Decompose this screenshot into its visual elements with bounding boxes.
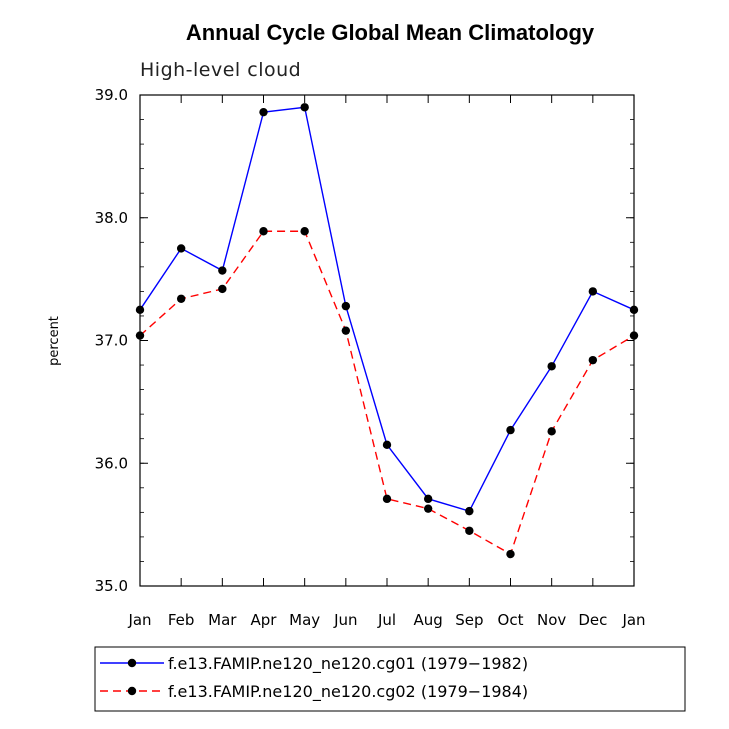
x-tick-label: Sep	[455, 611, 483, 629]
plot-frame	[139, 94, 635, 587]
y-tick-label: 37.0	[95, 332, 128, 350]
data-point	[135, 331, 145, 340]
data-point	[423, 504, 433, 513]
legend-box	[94, 646, 686, 712]
x-tick-label: Apr	[251, 611, 278, 629]
series-lines	[139, 106, 635, 556]
data-point	[176, 244, 186, 253]
data-point	[506, 549, 515, 559]
axis-ticks: 35.0 36.0 37.0 38.0 39.0 Jan Feb Mar Apr May Jun Ju…	[95, 86, 646, 629]
data-point	[547, 362, 556, 371]
data-point	[506, 425, 515, 435]
y-axis-label: percent	[47, 316, 62, 366]
data-point	[588, 355, 598, 365]
x-tick-label: Mar	[208, 611, 237, 629]
series-line	[139, 106, 635, 512]
data-point	[300, 103, 309, 112]
chart-title: Annual Cycle Global Mean Climatology	[186, 20, 595, 45]
x-tick-label: Jan	[127, 611, 151, 629]
legend-marker	[127, 686, 137, 696]
legend-marker	[127, 658, 137, 668]
x-tick-label: Dec	[578, 611, 607, 629]
data-point	[259, 107, 268, 117]
data-point	[629, 305, 639, 315]
chart-subtitle: High-level cloud	[140, 59, 301, 81]
y-tick-label: 35.0	[95, 577, 128, 595]
data-point	[423, 494, 433, 504]
series-points	[135, 103, 639, 559]
series-line	[139, 230, 635, 556]
x-tick-label: Jul	[377, 611, 396, 629]
y-tick-label: 36.0	[95, 454, 128, 472]
x-tick-label: Jan	[621, 611, 645, 629]
data-point	[588, 287, 598, 296]
legend: f.e13.FAMIP.ne120_ne120.cg01 (1979−1982)…	[100, 654, 528, 702]
x-tick-label: Feb	[168, 611, 195, 629]
y-tick-label: 38.0	[95, 209, 128, 227]
data-point	[382, 494, 392, 504]
x-tick-label: Nov	[537, 611, 566, 629]
data-point	[259, 227, 268, 236]
data-point	[300, 227, 309, 236]
data-point	[218, 266, 227, 275]
data-point	[547, 427, 556, 436]
data-point	[135, 305, 145, 315]
data-point	[218, 284, 227, 294]
data-point	[176, 294, 186, 303]
data-point	[341, 301, 351, 311]
y-tick-label: 39.0	[95, 86, 128, 104]
x-tick-label: Oct	[498, 611, 524, 629]
x-tick-label: Jun	[333, 611, 357, 629]
x-tick-label: Aug	[414, 611, 443, 629]
legend-label: f.e13.FAMIP.ne120_ne120.cg01 (1979−1982)	[168, 654, 528, 674]
data-point	[465, 526, 474, 535]
data-point	[629, 331, 639, 340]
legend-label: f.e13.FAMIP.ne120_ne120.cg02 (1979−1984)	[168, 682, 528, 702]
x-tick-label: May	[289, 611, 320, 629]
data-point	[382, 440, 392, 450]
data-point	[341, 326, 351, 335]
data-point	[465, 506, 474, 516]
